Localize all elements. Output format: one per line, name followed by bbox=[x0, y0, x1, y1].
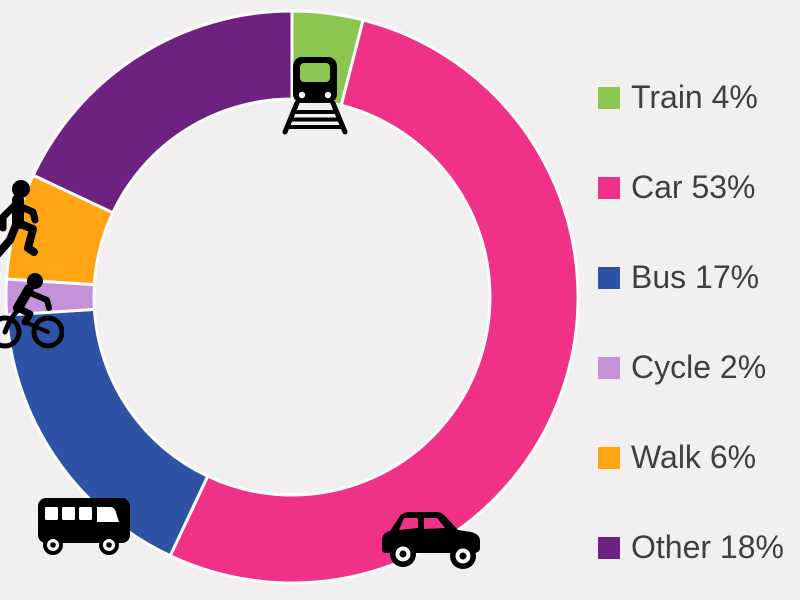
legend-item-bus: Bus 17% bbox=[598, 260, 784, 295]
bus-icon bbox=[38, 498, 130, 555]
legend-swatch-bus bbox=[598, 266, 620, 289]
car-icon bbox=[382, 512, 480, 569]
walk-icon bbox=[0, 180, 39, 258]
legend-swatch-walk bbox=[598, 446, 620, 469]
legend-item-walk: Walk 6% bbox=[598, 440, 784, 475]
legend-label-other: Other 18% bbox=[631, 529, 784, 565]
legend-label-cycle: Cycle 2% bbox=[631, 349, 767, 385]
legend-label-walk: Walk 6% bbox=[631, 439, 757, 475]
legend-swatch-other bbox=[598, 536, 620, 559]
legend: Train 4% Car 53% Bus 17% Cycle 2% Walk 6… bbox=[598, 80, 784, 565]
segment-other bbox=[31, 9, 294, 215]
segment-car bbox=[168, 18, 580, 585]
legend-item-car: Car 53% bbox=[598, 170, 784, 205]
legend-swatch-train bbox=[598, 86, 620, 109]
legend-swatch-car bbox=[598, 176, 620, 199]
cycle-icon bbox=[0, 273, 64, 349]
legend-item-cycle: Cycle 2% bbox=[598, 350, 784, 385]
legend-item-train: Train 4% bbox=[598, 80, 784, 115]
legend-label-train: Train 4% bbox=[631, 79, 758, 115]
legend-item-other: Other 18% bbox=[598, 530, 784, 565]
train-icon bbox=[282, 57, 348, 135]
legend-swatch-cycle bbox=[598, 356, 620, 379]
legend-label-bus: Bus 17% bbox=[631, 259, 760, 295]
legend-label-car: Car 53% bbox=[631, 169, 756, 205]
